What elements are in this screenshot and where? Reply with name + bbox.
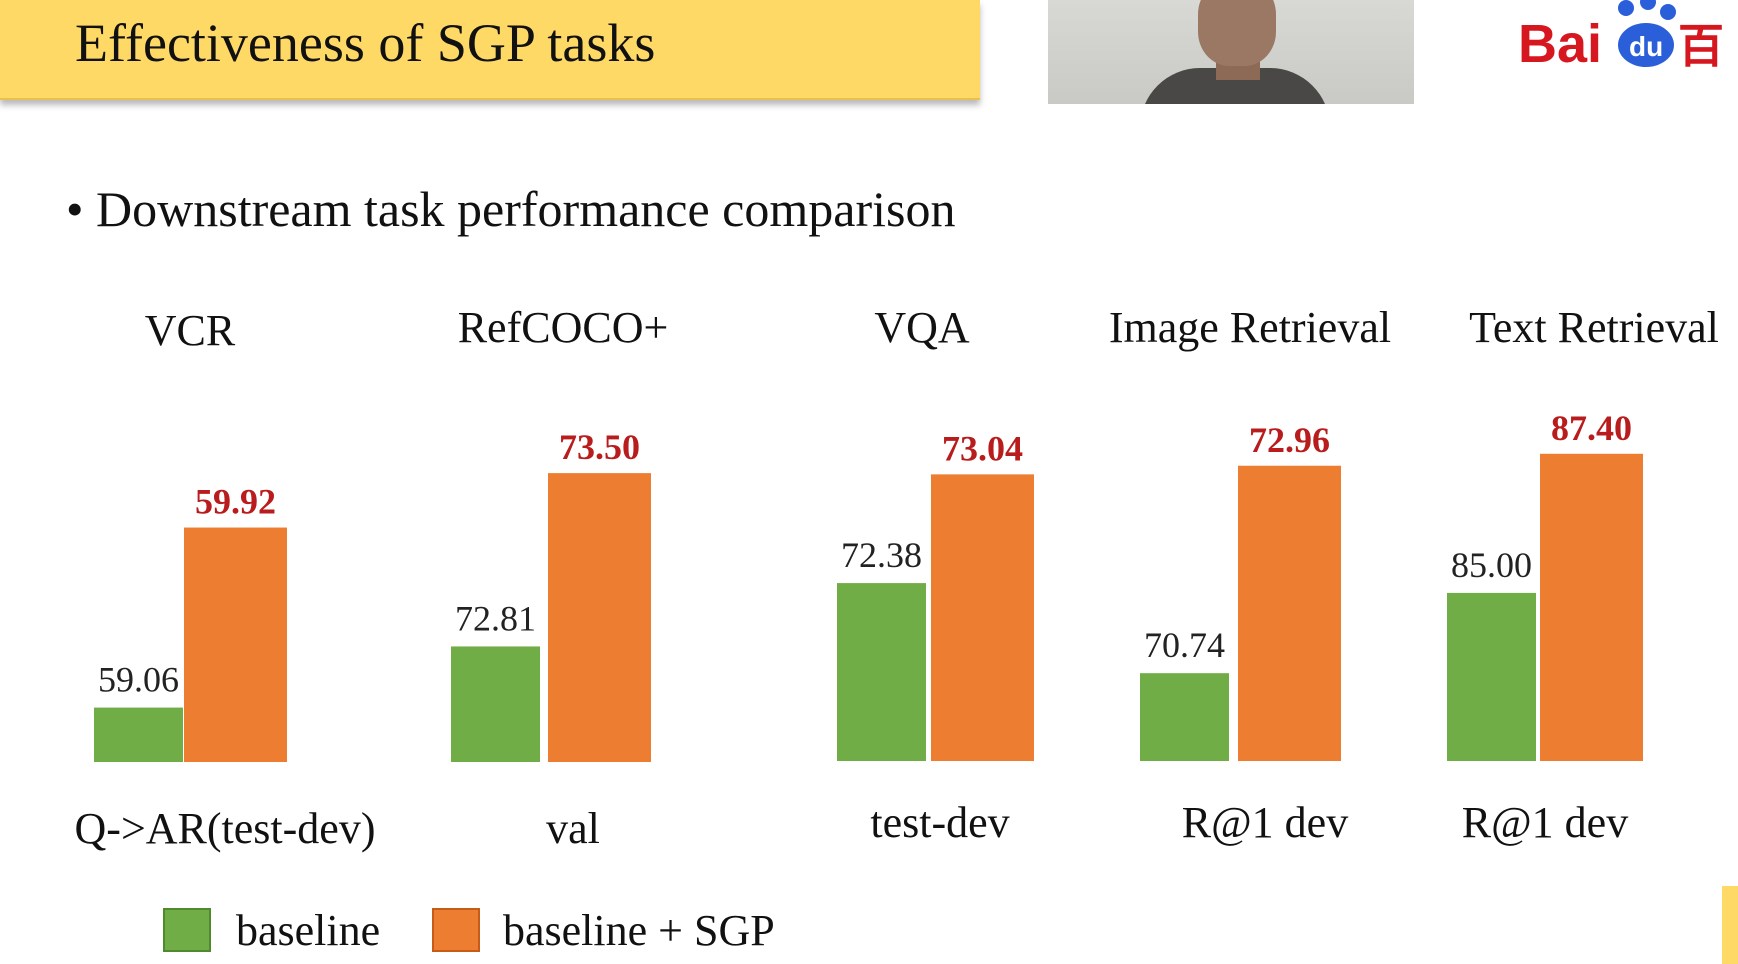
logo-text-cn: 百 <box>1678 19 1724 73</box>
logo-paw-text: du <box>1629 31 1663 62</box>
legend-label-sgp: baseline + SGP <box>503 906 775 955</box>
bullet-symbol: • <box>66 181 84 237</box>
presenter-head <box>1198 0 1276 66</box>
bar-baseline <box>1447 592 1536 761</box>
bullet-point: • Downstream task performance comparison <box>66 180 955 238</box>
bar-sgp <box>931 474 1034 761</box>
value-label-baseline: 85.00 <box>1451 545 1532 585</box>
bar-sgp <box>548 473 651 762</box>
chart-metric-label: R@1 dev <box>1462 798 1628 847</box>
webcam-video <box>1048 0 1414 104</box>
value-label-sgp: 59.92 <box>195 482 276 522</box>
bar-baseline <box>451 646 540 762</box>
paw-icon: du <box>1618 0 1676 67</box>
chart-metric-label: val <box>546 804 600 853</box>
chart-title: Image Retrieval <box>1109 303 1391 352</box>
value-label-baseline: 72.81 <box>455 598 536 638</box>
slide-title: Effectiveness of SGP tasks <box>75 13 656 73</box>
chart-title: RefCOCO+ <box>458 303 669 352</box>
value-label-baseline: 59.06 <box>98 660 179 700</box>
chart-title: VQA <box>874 303 970 352</box>
chart-metric-label: R@1 dev <box>1182 798 1348 847</box>
bar-baseline <box>1140 673 1229 761</box>
legend-label-baseline: baseline <box>236 906 381 955</box>
value-label-sgp: 73.04 <box>942 428 1023 468</box>
bullet-text: Downstream task performance comparison <box>96 181 956 237</box>
baidu-logo: Bai du 百 <box>1518 0 1724 74</box>
chart-metric-label: test-dev <box>870 798 1009 847</box>
value-label-baseline: 72.38 <box>841 535 922 575</box>
chart-title: Text Retrieval <box>1469 303 1719 352</box>
value-label-sgp: 73.50 <box>559 427 640 467</box>
value-label-baseline: 70.74 <box>1144 625 1225 665</box>
value-label-sgp: 87.40 <box>1551 408 1632 448</box>
title-bar: Effectiveness of SGP tasks <box>0 0 980 100</box>
bar-sgp <box>184 527 287 762</box>
bar-baseline <box>837 583 926 761</box>
chart-title: VCR <box>145 306 236 355</box>
chart-metric-label: Q->AR(test-dev) <box>75 804 376 853</box>
logo-text-main: Bai <box>1518 14 1602 74</box>
bar-baseline <box>94 707 183 762</box>
slide-edge-tab <box>1722 886 1738 964</box>
legend-swatch-sgp <box>432 908 480 952</box>
bar-sgp <box>1540 453 1643 761</box>
value-label-sgp: 72.96 <box>1249 420 1330 460</box>
bar-sgp <box>1238 465 1341 761</box>
legend-swatch-baseline <box>163 908 211 952</box>
